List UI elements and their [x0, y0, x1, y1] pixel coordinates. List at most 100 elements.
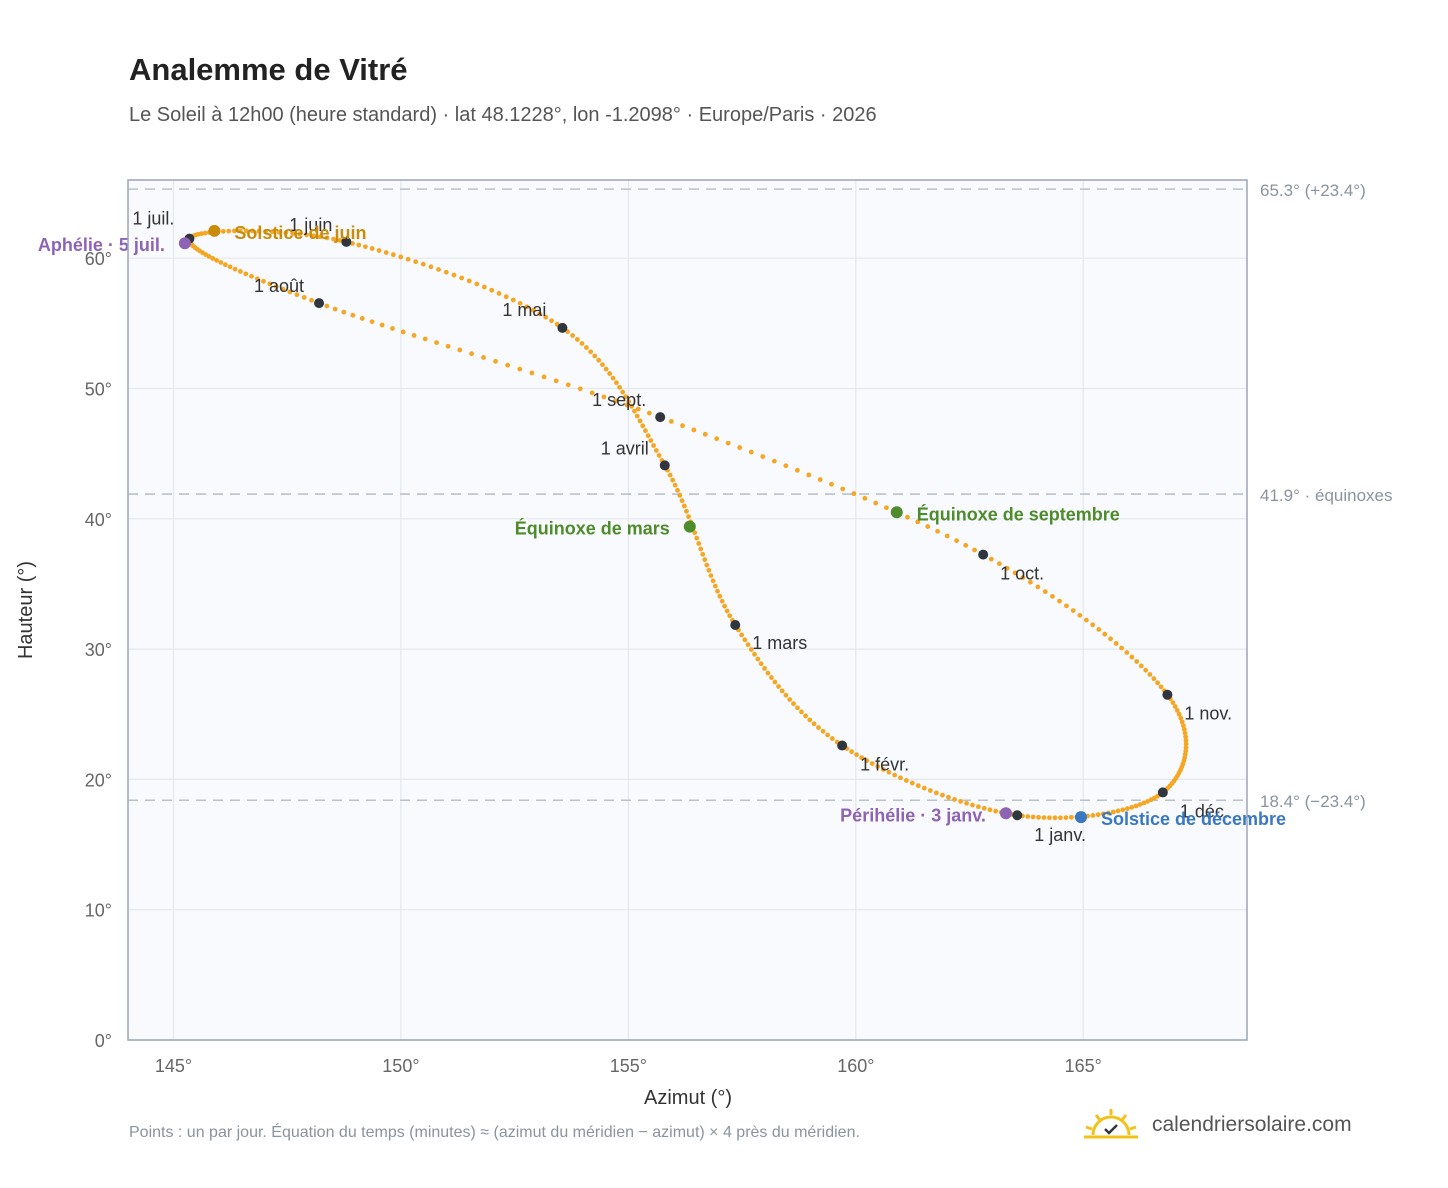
day-point [1155, 680, 1161, 686]
day-point [677, 493, 683, 498]
day-point [925, 524, 931, 529]
day-point [584, 345, 589, 350]
day-point [742, 637, 748, 643]
day-point [715, 588, 720, 594]
brand[interactable]: calendriersolaire.com [1084, 1106, 1352, 1144]
day-point [1069, 814, 1074, 820]
day-point [717, 593, 723, 599]
day-point [565, 382, 571, 388]
day-point [269, 229, 275, 235]
day-point [405, 256, 411, 262]
reference-line-label: 41.9° · équinoxes [1260, 486, 1393, 505]
day-point [369, 319, 375, 325]
month-marker [1162, 689, 1173, 700]
x-tick-label: 160° [837, 1056, 874, 1076]
month-marker [1012, 810, 1023, 821]
day-point [603, 366, 609, 372]
day-point [231, 228, 237, 234]
day-point [915, 519, 921, 525]
day-point [1120, 807, 1126, 813]
day-point [1020, 575, 1026, 580]
day-point [1041, 815, 1047, 821]
day-point [267, 281, 273, 287]
day-point [820, 728, 826, 734]
chart-title: Analemme de Vitré [129, 52, 408, 87]
day-point [1129, 804, 1135, 810]
day-point [1134, 659, 1140, 664]
y-tick-label: 20° [85, 770, 112, 790]
day-point [776, 684, 781, 689]
day-point [765, 670, 771, 676]
day-point [892, 772, 898, 778]
day-point [737, 445, 743, 450]
day-point [297, 231, 303, 237]
day-point [1115, 808, 1121, 814]
day-point [309, 297, 314, 303]
day-point [341, 309, 347, 315]
day-point [643, 428, 648, 434]
day-point [524, 304, 530, 310]
event-marker [178, 237, 191, 250]
day-point [227, 264, 233, 270]
day-point [1119, 645, 1125, 651]
day-point [261, 278, 266, 284]
event-marker [890, 506, 903, 519]
day-point [1170, 700, 1176, 705]
month-label: 1 août [254, 276, 304, 296]
day-point [758, 661, 764, 667]
event-label: Aphélie · 5 juil. [38, 235, 165, 255]
point-labels: 1 janv. 1 févr. 1 mars 1 avril 1 mai 1 juin 1 … [38, 209, 1286, 846]
day-point [854, 752, 859, 758]
month-label: 1 oct. [1000, 564, 1044, 584]
day-point [779, 688, 785, 694]
day-point [694, 535, 700, 541]
day-point [588, 349, 594, 355]
day-point [1151, 676, 1157, 682]
day-point [1183, 738, 1189, 743]
day-point [739, 632, 745, 638]
day-point [337, 238, 343, 243]
day-point [993, 808, 999, 814]
day-point [287, 289, 293, 295]
event-label: Équinoxe de mars [515, 518, 670, 539]
day-point [579, 341, 585, 346]
day-point [589, 390, 595, 396]
x-tick-label: 155° [610, 1056, 647, 1076]
day-point [1145, 798, 1151, 804]
day-point [829, 736, 835, 741]
day-point [1057, 598, 1062, 604]
day-point [970, 802, 975, 808]
day-point [1179, 719, 1185, 725]
day-point [226, 228, 232, 234]
day-point [946, 794, 951, 800]
day-point [811, 721, 817, 727]
day-point [634, 413, 640, 419]
day-point [607, 371, 613, 376]
day-point [681, 503, 687, 509]
y-tick-label: 60° [85, 249, 112, 269]
day-point [457, 347, 463, 353]
day-point [640, 423, 646, 429]
day-point [243, 271, 249, 277]
day-point [1050, 593, 1055, 599]
day-point [1025, 814, 1031, 819]
month-marker [730, 619, 741, 630]
event-marker [999, 807, 1012, 820]
day-point [549, 318, 554, 324]
day-point [727, 613, 733, 619]
day-point [933, 790, 939, 796]
day-point [963, 542, 969, 548]
month-label: 1 avril [601, 438, 649, 458]
day-point [617, 384, 622, 390]
day-point [451, 272, 457, 278]
day-point [1143, 667, 1149, 673]
day-point [202, 230, 208, 236]
day-point [1124, 650, 1130, 655]
day-point [459, 275, 465, 281]
day-point [369, 246, 375, 251]
day-point [422, 336, 428, 342]
day-point [350, 312, 356, 318]
brand-name[interactable]: calendriersolaire.com [1152, 1113, 1352, 1136]
month-markers [184, 233, 1173, 821]
day-point [379, 322, 385, 328]
